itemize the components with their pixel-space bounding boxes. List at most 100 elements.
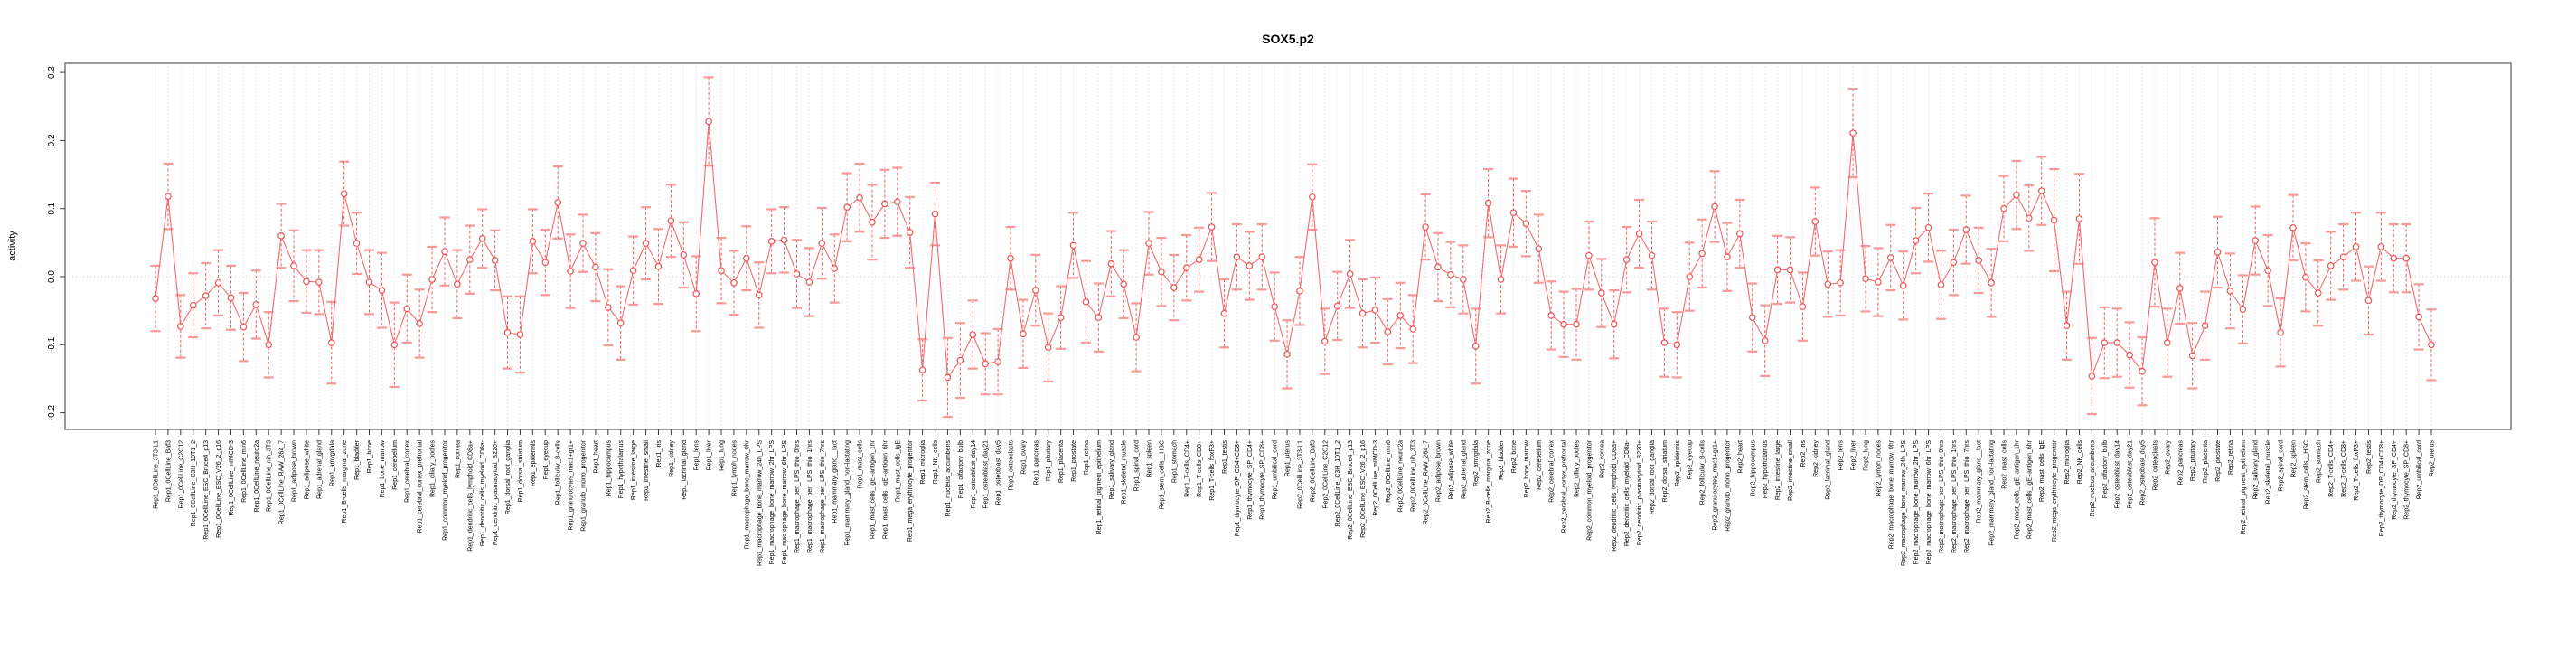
- data-point: [378, 287, 386, 294]
- data-point: [1007, 254, 1014, 262]
- x-tick-label: Rep2_thymocyte_DP_CD4+CD8+: [2379, 440, 2385, 536]
- data-point: [1396, 312, 1405, 319]
- data-point: [541, 259, 550, 266]
- x-tick-label: Rep2_0CellLine_ESC_Bruce4_p13: [1348, 440, 1354, 540]
- x-tick-label: Rep2_cerebellum: [1537, 440, 1543, 490]
- x-tick-label: Rep1_hippocampus: [606, 440, 612, 497]
- x-tick-label: Rep1_cerebral_cortex_prefrontal: [418, 440, 424, 533]
- x-tick-label: Rep2_follicular_B-cells: [1700, 440, 1706, 505]
- x-axis: Rep1_0CellLine_3T3-L1 Rep1_0CellLine_Baf3…: [154, 429, 2436, 566]
- x-tick-label: Rep1_iris: [656, 440, 663, 467]
- x-tick-label: Rep1_olfactory_bulb: [958, 440, 964, 498]
- x-tick-label: Rep1_lens: [694, 440, 700, 471]
- x-tick-label: Rep2_mast_cells_IgE+antigen_6hr: [2026, 439, 2033, 539]
- x-tick-label: Rep2_thymocyte_SP_CD8+: [2404, 440, 2411, 520]
- data-point: [1799, 303, 1807, 310]
- x-tick-label: Rep2_salivary_gland: [2253, 440, 2260, 499]
- data-point: [390, 341, 399, 349]
- x-tick-label: Rep2_macrophage_bone_marrow_6hr_LPS: [1926, 440, 1932, 565]
- x-tick-label: Rep2_granulocytes_mac1+gr1+: [1713, 440, 1719, 531]
- data-point: [2327, 262, 2335, 269]
- data-point: [1761, 336, 1769, 344]
- data-point: [2264, 267, 2271, 275]
- data-point: [1346, 270, 1354, 278]
- x-tick-label: Rep1_heart: [593, 440, 599, 474]
- x-tick-label: Rep2_adipose_brown: [1435, 440, 1442, 502]
- data-point: [315, 278, 323, 286]
- x-tick-label: Rep1_eyecup: [543, 440, 550, 479]
- x-tick-label: Rep1_placenta: [1058, 440, 1065, 483]
- x-tick-label: Rep1_mast_cells_IgE+antigen_6hr: [882, 439, 888, 539]
- x-tick-label: Rep1_granulo_mono_progenitor: [580, 439, 587, 531]
- data-point: [1635, 230, 1643, 238]
- x-tick-label: Rep1_T-cells_foxP3+: [1209, 440, 1216, 501]
- data-point: [1622, 256, 1631, 263]
- x-tick-label: Rep2_B-cells_marginal_zone: [1486, 440, 1492, 524]
- x-tick-label: Rep2_0CellLine_3T3-L1: [1297, 440, 1303, 509]
- x-tick-label: Rep2_liver: [1851, 439, 1857, 470]
- x-tick-label: Rep2_cerebral_cortex_prefrontal: [1562, 440, 1568, 533]
- data-point: [956, 356, 964, 364]
- x-tick-label: Rep2_0CellLine_C3H_10T1_2: [1335, 440, 1341, 526]
- data-point: [1484, 199, 1492, 207]
- y-axis-title: activity: [7, 231, 18, 261]
- x-tick-label: Rep2_spinal_cord: [2279, 440, 2285, 492]
- x-tick-label: Rep2_retina: [2228, 440, 2234, 475]
- x-tick-label: Rep1_0CellLine_C3H_10T1_2: [191, 440, 197, 526]
- data-point: [2339, 253, 2347, 260]
- x-tick-label: Rep2_hippocampus: [1750, 440, 1756, 497]
- x-tick-label: Rep1_dendritic_plasmacytoid_B220+: [493, 440, 499, 545]
- y-axis: 0.3 0.2 0.1 0.0 -0.1 -0.2: [47, 66, 65, 421]
- x-tick-label: Rep1_skeletal_muscle: [1122, 440, 1128, 505]
- x-tick-label: Rep2_0CellLine_Baf3: [1310, 440, 1316, 502]
- x-tick-label: Rep1_microglia: [920, 440, 926, 485]
- x-tick-label: Rep1_kidney: [669, 440, 675, 477]
- x-tick-label: Rep1_0CellLine_C2C12: [178, 440, 184, 509]
- data-point: [1610, 320, 1618, 328]
- x-tick-label: Rep2_olfactory_bulb: [2102, 440, 2109, 498]
- data-point: [1786, 266, 1794, 274]
- series-line: [155, 121, 2432, 379]
- data-point: [202, 292, 210, 299]
- x-tick-label: Rep1_B-cells_marginal_zone: [342, 440, 348, 524]
- data-point: [1811, 218, 1819, 225]
- x-tick-label: Rep1_mega_erythrocyte_progenitor: [907, 439, 914, 542]
- data-point: [1321, 337, 1329, 345]
- x-tick-label: Rep2_hypothalamus: [1763, 440, 1769, 499]
- x-tick-label: Rep2_umbilical_cord: [2417, 440, 2423, 499]
- y-tick-label: -0.2: [47, 405, 57, 421]
- data-point: [303, 278, 310, 286]
- x-tick-label: Rep2_NK_cells: [2077, 440, 2083, 485]
- x-tick-label: Rep2_iris: [1800, 440, 1807, 467]
- data-point: [554, 199, 561, 206]
- data-point: [1950, 259, 1958, 266]
- x-tick-label: Rep2_0CellLine_min6: [1386, 440, 1392, 503]
- x-tick-label: Rep1_thymocyte_DP_CD4+CD8+: [1235, 440, 1241, 536]
- x-tick-label: Rep2_mega_erythrocyte_progenitor: [2052, 439, 2058, 542]
- x-tick-label: Rep1_macrophage_bone_marrow_0hr: [744, 439, 750, 549]
- x-tick-label: Rep2_mast_cells_IgE+antigen_1hr: [2014, 439, 2020, 539]
- x-tick-label: Rep2_amygdala: [1473, 440, 1480, 486]
- x-tick-label: Rep1_NK_cells: [933, 440, 939, 485]
- data-point: [1862, 275, 1869, 283]
- x-tick-label: Rep2_macrophage_bone_marrow_24h_LPS: [1901, 440, 1907, 566]
- x-tick-label: Rep2_kidney: [1813, 440, 1819, 477]
- x-tick-label: Rep2_retinal_pigment_epithelium: [2241, 440, 2247, 534]
- data-point: [1887, 254, 1894, 261]
- data-points: [152, 118, 2435, 382]
- x-tick-label: Rep1_cerebral_cortex: [405, 440, 411, 503]
- data-point: [2377, 243, 2385, 250]
- gridlines: [65, 63, 2511, 429]
- data-point: [1333, 302, 1341, 310]
- x-tick-label: Rep1_prostate: [1071, 440, 1077, 482]
- data-point: [1133, 334, 1140, 341]
- data-point: [567, 268, 574, 275]
- data-point: [969, 331, 977, 338]
- x-tick-label: Rep1_adrenal_gland: [316, 440, 323, 499]
- x-tick-label: Rep1_0CellLine_ESC_V26_2_p16: [216, 440, 222, 538]
- x-tick-label: Rep1_mast_cells_IgE: [895, 440, 901, 502]
- data-point: [1296, 288, 1303, 295]
- data-point: [454, 280, 461, 288]
- x-tick-label: Rep2_testis: [2366, 440, 2373, 474]
- x-tick-label: Rep2_macrophage_bone_marrow_0hr: [1888, 439, 1894, 549]
